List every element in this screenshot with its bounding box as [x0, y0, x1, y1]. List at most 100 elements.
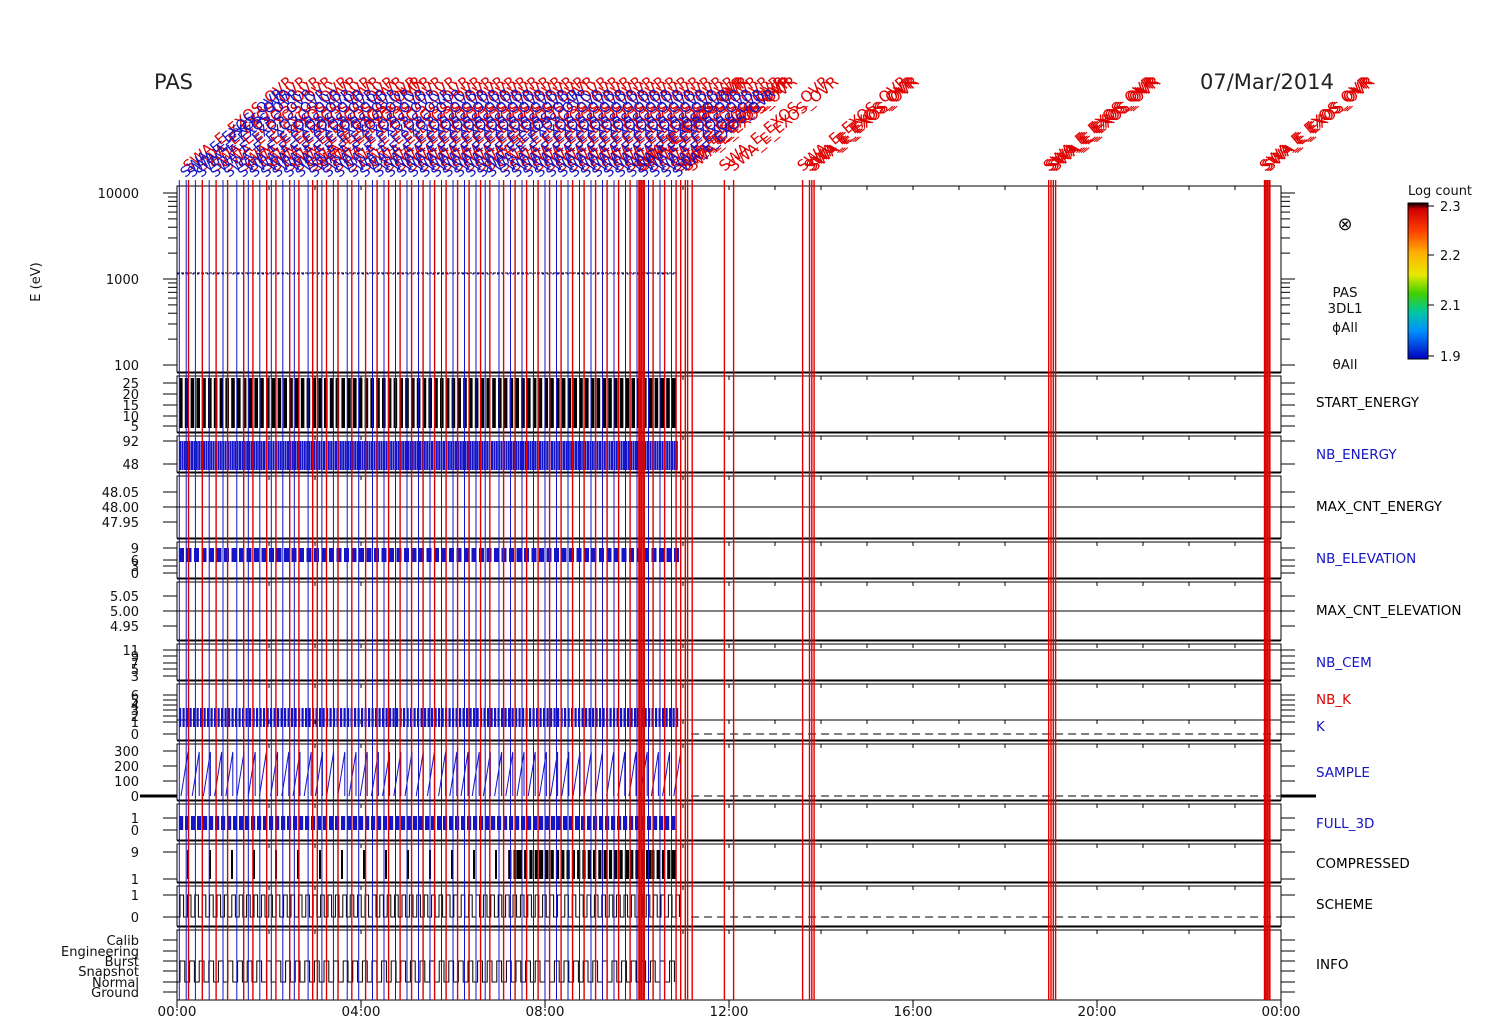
full-3d-bar	[347, 816, 352, 830]
y-tick-label: 100	[114, 775, 139, 790]
nb-k-bar	[217, 708, 220, 727]
compressed-block	[630, 850, 634, 879]
panel-frame	[176, 743, 1282, 801]
start-energy-bar	[387, 378, 392, 428]
compressed-spike	[495, 850, 497, 879]
nb-energy-bar	[404, 441, 407, 470]
nb-energy-bar	[344, 441, 347, 470]
nb-energy-bar	[210, 441, 213, 470]
nb-k-bar	[564, 708, 567, 727]
x-tick-label: 08:00	[526, 1004, 565, 1020]
nb-energy-bar	[493, 441, 496, 470]
full-3d-bar	[545, 816, 550, 830]
nb-elevation-bar	[419, 548, 424, 562]
panel-label: MAX_CNT_ELEVATION	[1316, 603, 1462, 619]
y-tick-label: 10	[122, 410, 139, 425]
start-energy-bar	[445, 378, 450, 428]
nb-elevation-bar	[411, 548, 417, 562]
nb-k-bar	[385, 708, 388, 727]
nb-elevation-bar	[591, 548, 597, 562]
nb-k-bar	[329, 708, 332, 727]
nb-k-bar	[347, 708, 350, 727]
nb-elevation-bar	[516, 548, 522, 562]
nb-elevation-bar	[246, 548, 252, 562]
nb-k-bar	[487, 708, 490, 727]
panel-label: INFO	[1316, 957, 1348, 973]
y-tick-label: 5	[131, 663, 139, 678]
nb-energy-bar	[181, 441, 184, 470]
nb-energy-bar	[354, 441, 357, 470]
nb-k-bar	[515, 708, 518, 727]
full-3d-bar	[317, 816, 322, 830]
panel-label: MAX_CNT_ENERGY	[1316, 499, 1443, 515]
nb-energy-bar	[534, 441, 537, 470]
panel-descriptor: ϕAll	[1332, 320, 1358, 336]
full-3d-bar	[179, 816, 184, 830]
nb-energy-bar	[570, 441, 573, 470]
start-energy-bar	[469, 378, 473, 428]
colorbar-bar	[1407, 202, 1429, 360]
start-energy-bar	[631, 378, 635, 428]
start-energy-bar	[561, 378, 566, 428]
nb-k-bar	[308, 708, 311, 727]
full-3d-bar	[329, 816, 334, 830]
nb-energy-bar	[539, 441, 541, 470]
nb-energy-bar	[457, 441, 460, 470]
compressed-spike	[319, 850, 321, 879]
nb-k-bar	[644, 708, 647, 727]
nb-energy-bar	[258, 441, 261, 470]
start-energy-bar	[219, 378, 224, 428]
y-tick-label: 9	[131, 542, 139, 557]
nb-k-bar	[459, 708, 462, 727]
start-energy-bar	[660, 378, 664, 428]
full-3d-bar	[353, 816, 358, 830]
nb-k-bar	[413, 708, 416, 727]
start-energy-bar	[318, 378, 322, 428]
compressed-block	[593, 850, 597, 879]
start-energy-bar	[237, 378, 241, 428]
x-tick-label: 00:00	[158, 1004, 197, 1020]
nb-k-bar	[448, 708, 451, 727]
nb-energy-bar	[330, 441, 333, 470]
nb-elevation-bar	[389, 548, 394, 562]
y-tick-label: 48.00	[102, 501, 139, 516]
nb-energy-bar	[435, 441, 438, 470]
start-energy-bar	[544, 378, 548, 428]
full-3d-bar	[539, 816, 544, 830]
nb-k-bar	[476, 708, 479, 727]
y-tick-label: 100	[114, 359, 139, 374]
nb-energy-bar	[342, 441, 345, 470]
y-tick-label: 3	[131, 704, 139, 719]
nb-energy-bar	[517, 441, 520, 470]
nb-energy-bar	[179, 441, 181, 470]
nb-k-bar	[392, 708, 395, 727]
nb-k-bar	[280, 708, 283, 727]
start-energy-bar	[254, 378, 258, 428]
nb-elevation-bar	[351, 548, 357, 562]
nb-k-bar	[259, 708, 262, 727]
nb-k-bar	[221, 708, 224, 727]
nb-energy-bar	[287, 441, 289, 470]
nb-energy-bar	[188, 441, 191, 470]
nb-k-bar	[193, 708, 196, 727]
nb-energy-bar	[611, 441, 613, 470]
full-3d-bar	[335, 816, 340, 830]
panel-descriptor: 3DL1	[1327, 301, 1362, 317]
x-tick-label: 04:00	[342, 1004, 381, 1020]
full-3d-bar	[671, 816, 676, 830]
nb-elevation-bar	[539, 548, 544, 562]
start-energy-bar	[376, 378, 380, 428]
nb-k-bar	[574, 708, 577, 727]
nb-energy-bar	[241, 441, 244, 470]
full-3d-bar	[569, 816, 574, 830]
compressed-spike	[385, 850, 387, 879]
nb-energy-bar	[551, 441, 553, 470]
nb-k-bar	[434, 708, 437, 727]
nb-elevation-bar	[486, 548, 492, 562]
nb-energy-bar	[582, 441, 585, 470]
nb-elevation-bar	[321, 548, 327, 562]
nb-k-bar	[546, 708, 549, 727]
nb-energy-bar	[505, 441, 508, 470]
full-3d-bar	[191, 816, 196, 830]
